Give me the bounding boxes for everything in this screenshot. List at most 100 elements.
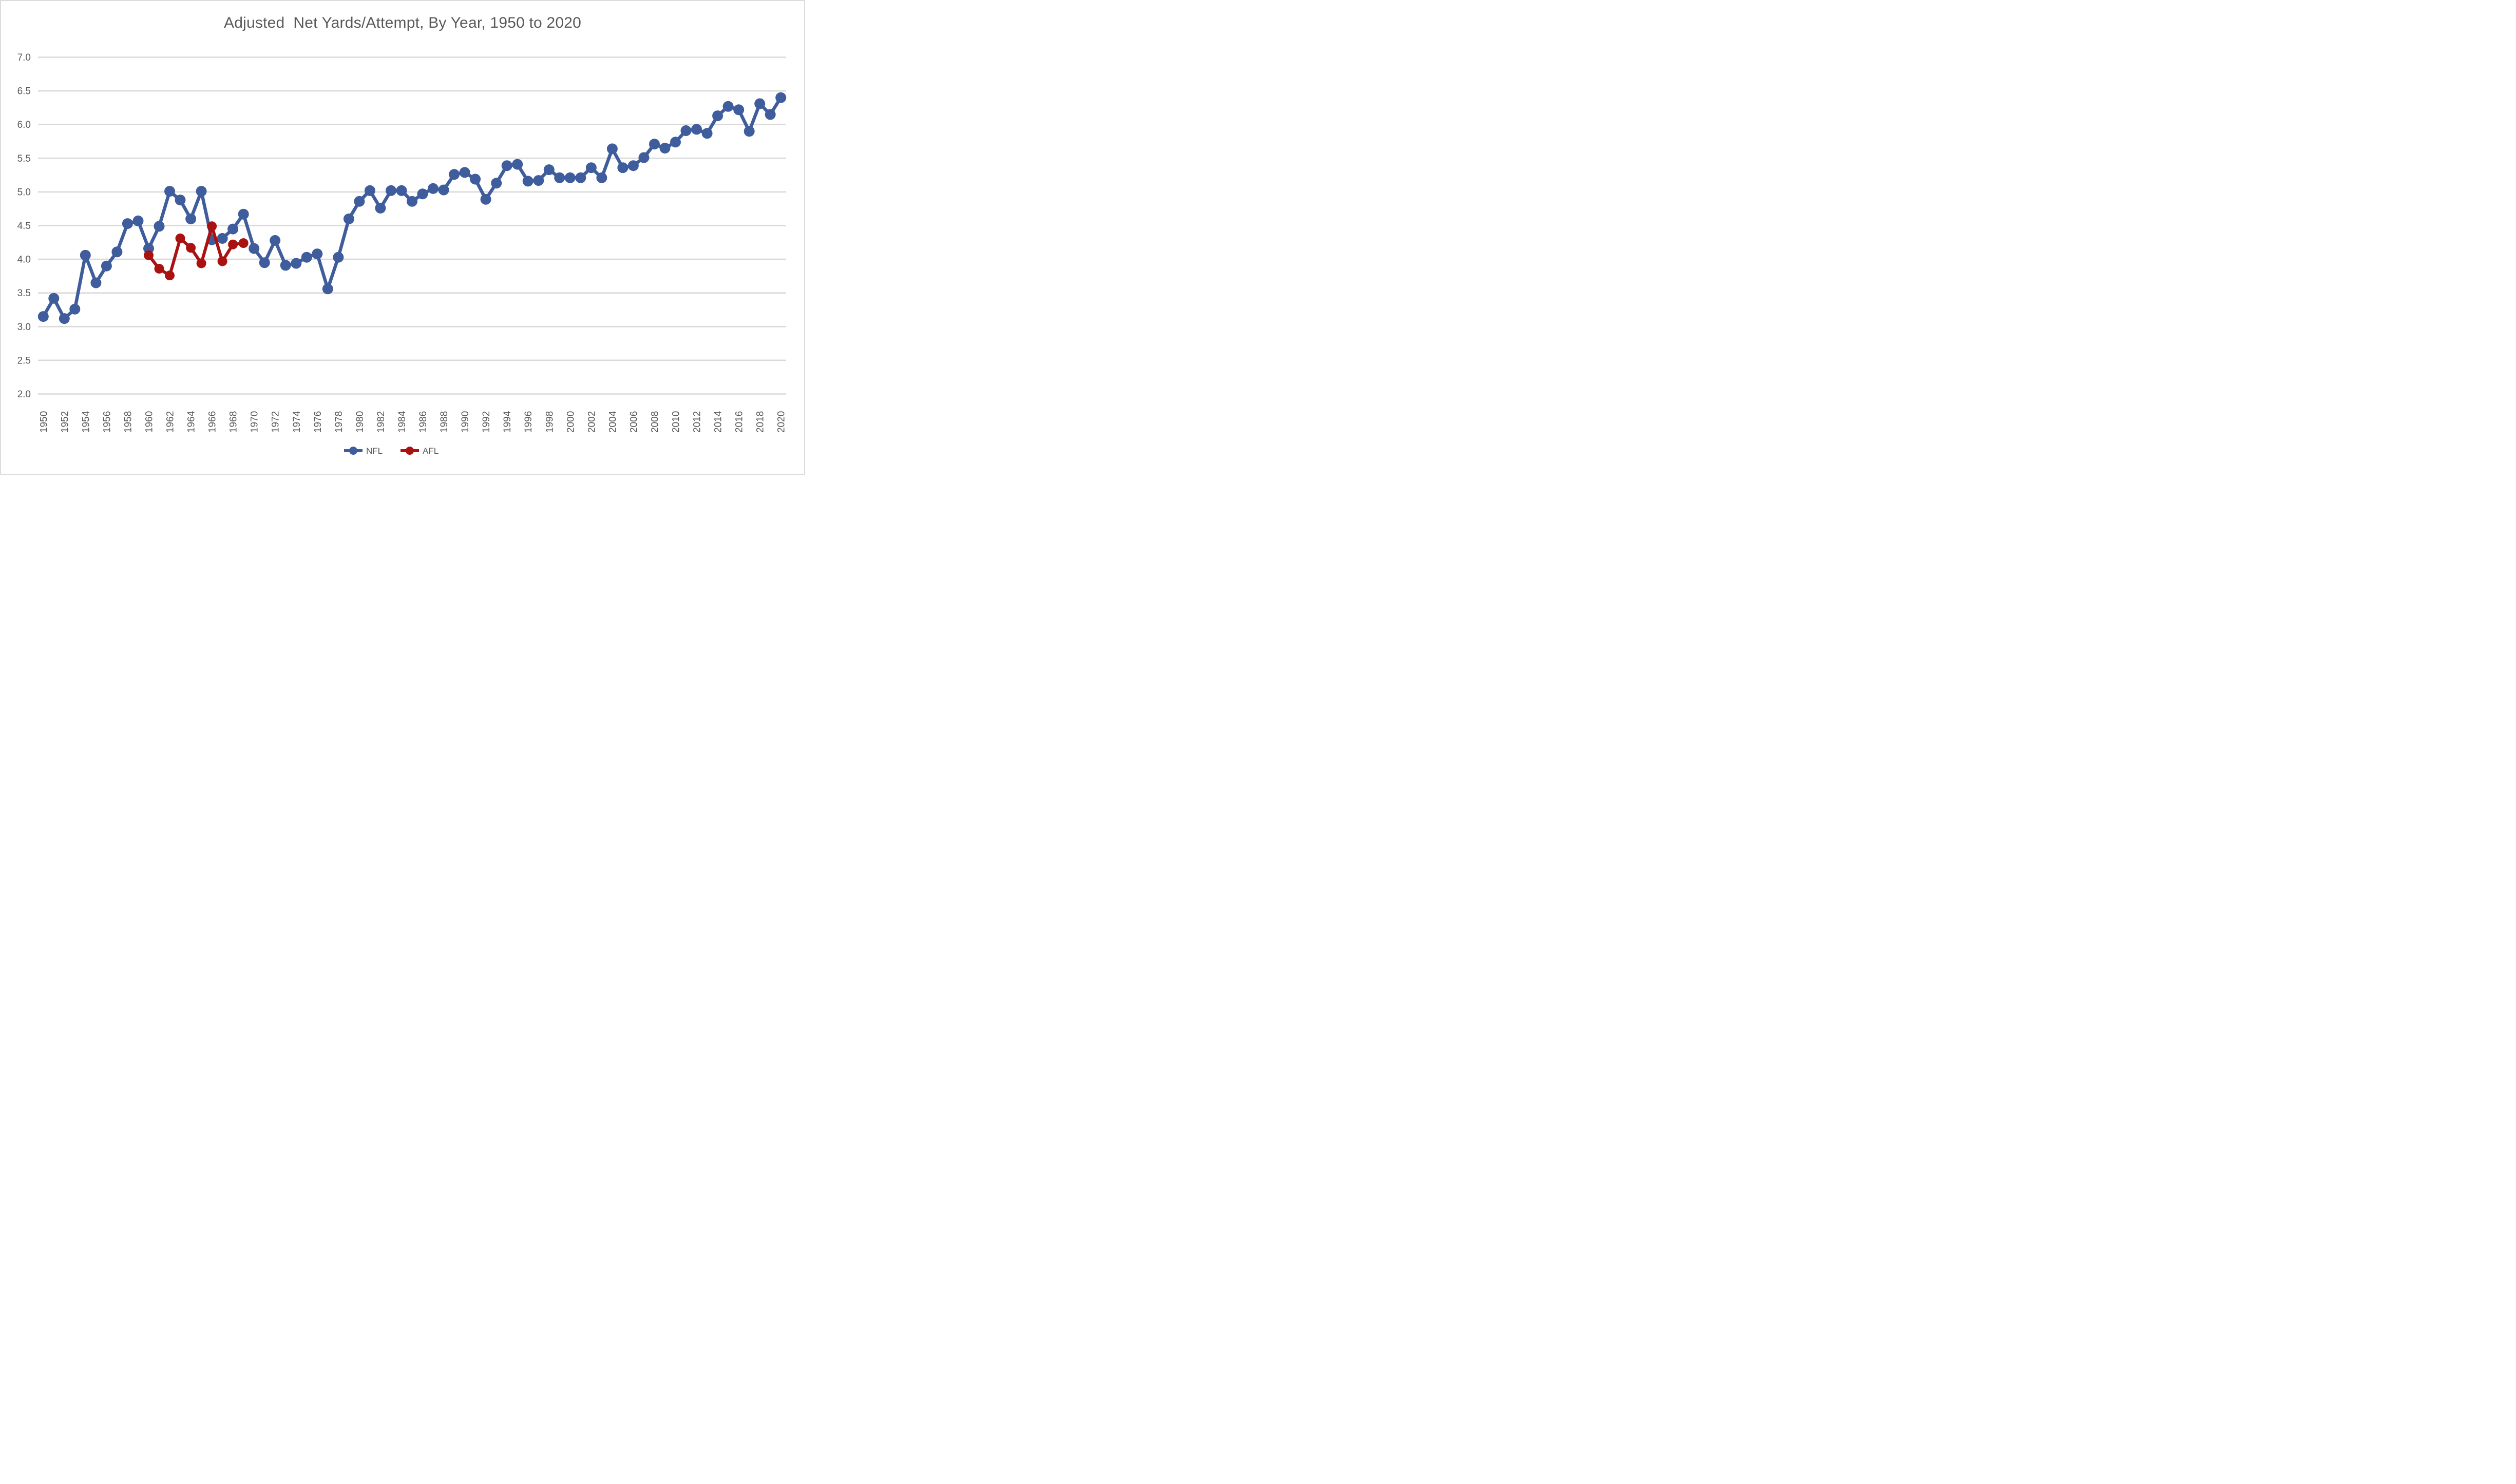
data-point-nfl-1974: [291, 258, 302, 269]
x-tick-label-1952: 1952: [60, 411, 70, 433]
data-point-nfl-1980: [354, 196, 365, 207]
data-point-afl-1969: [238, 238, 249, 248]
data-point-nfl-1983: [386, 185, 396, 196]
data-point-nfl-1981: [364, 185, 375, 196]
data-point-nfl-1999: [554, 172, 565, 183]
legend-marker-nfl: [349, 447, 357, 455]
x-tick-label-1986: 1986: [418, 411, 429, 433]
data-point-nfl-2013: [701, 128, 713, 139]
x-tick-label-1970: 1970: [250, 411, 260, 433]
data-point-nfl-1996: [522, 176, 533, 187]
x-tick-label-1968: 1968: [228, 411, 239, 433]
x-tick-label-2000: 2000: [565, 411, 576, 433]
x-tick-label-2018: 2018: [755, 411, 766, 433]
data-point-nfl-1953: [69, 303, 81, 315]
data-point-afl-1962: [165, 271, 175, 281]
data-point-nfl-2004: [606, 143, 618, 155]
data-point-nfl-1970: [249, 243, 260, 254]
series-afl: [144, 221, 249, 281]
data-point-nfl-1964: [185, 213, 197, 224]
series-line-nfl: [42, 95, 783, 320]
data-point-nfl-1956: [101, 260, 112, 272]
data-point-nfl-1985: [407, 196, 417, 207]
data-point-nfl-1955: [90, 277, 102, 288]
data-point-afl-1960: [144, 250, 154, 260]
data-point-nfl-2003: [596, 172, 607, 183]
data-point-nfl-1950: [37, 311, 49, 322]
data-point-nfl-2007: [638, 152, 650, 163]
x-tick-label-1980: 1980: [355, 411, 366, 433]
data-point-nfl-1965: [196, 186, 207, 197]
data-point-nfl-1977: [322, 283, 333, 295]
data-point-nfl-2018: [754, 98, 766, 109]
x-tick-label-1956: 1956: [102, 411, 112, 433]
data-point-nfl-1969: [238, 208, 249, 220]
data-point-nfl-1994: [501, 160, 512, 171]
data-point-nfl-2017: [744, 126, 755, 137]
data-point-nfl-2009: [659, 143, 671, 154]
data-point-nfl-2011: [680, 125, 692, 136]
y-tick-label-2.5: 2.5: [17, 355, 31, 366]
x-tick-label-1982: 1982: [376, 411, 387, 433]
x-tick-label-1994: 1994: [502, 411, 513, 433]
data-point-afl-1967: [217, 256, 227, 266]
chart-frame: Adjusted Net Yards/Attempt, By Year, 195…: [0, 0, 805, 475]
data-point-nfl-2008: [649, 139, 660, 150]
data-point-nfl-1990: [459, 167, 470, 178]
data-point-nfl-1952: [59, 313, 70, 324]
data-point-nfl-1982: [375, 202, 386, 214]
data-point-afl-1966: [207, 221, 217, 232]
x-tick-label-1950: 1950: [39, 411, 49, 433]
y-tick-label-6.0: 6.0: [17, 120, 31, 130]
data-point-nfl-1962: [164, 186, 175, 197]
data-point-nfl-2001: [575, 172, 586, 183]
data-point-nfl-2002: [585, 162, 597, 174]
data-point-nfl-1993: [491, 178, 502, 189]
data-point-nfl-2019: [765, 109, 776, 120]
y-tick-label-5.0: 5.0: [17, 187, 31, 198]
data-point-afl-1963: [175, 233, 185, 243]
x-tick-label-2016: 2016: [734, 411, 745, 433]
data-point-nfl-1984: [396, 185, 407, 196]
series-line-afl: [147, 224, 245, 277]
gridlines: [38, 56, 786, 395]
data-point-nfl-1972: [270, 235, 281, 246]
x-tick-label-1976: 1976: [313, 411, 323, 433]
x-tick-label-2008: 2008: [650, 411, 660, 433]
x-tick-label-1996: 1996: [523, 411, 534, 433]
chart-title: Adjusted Net Yards/Attempt, By Year, 195…: [223, 14, 581, 31]
data-point-nfl-1992: [480, 194, 491, 205]
data-point-nfl-1989: [449, 169, 460, 180]
y-tick-label-5.5: 5.5: [17, 153, 31, 164]
x-tick-label-1960: 1960: [144, 411, 155, 433]
data-point-afl-1968: [228, 239, 238, 249]
x-tick-label-1964: 1964: [186, 411, 197, 433]
data-point-nfl-1951: [48, 293, 60, 304]
y-tick-label-3.5: 3.5: [17, 288, 31, 299]
data-point-nfl-1975: [301, 252, 312, 263]
data-point-nfl-1957: [111, 246, 123, 258]
y-tick-label-7.0: 7.0: [17, 52, 31, 63]
y-tick-label-3.0: 3.0: [17, 322, 31, 333]
data-point-nfl-2006: [627, 160, 639, 171]
data-point-nfl-1958: [122, 218, 133, 229]
y-tick-label-4.0: 4.0: [17, 255, 31, 265]
data-point-nfl-2012: [691, 124, 702, 135]
x-axis-tick-labels: 1950 1952 1954 1956 1958 1960 1962 1964 1966 1968…: [39, 411, 787, 433]
data-point-nfl-1987: [428, 183, 439, 194]
y-tick-label-6.5: 6.5: [17, 86, 31, 97]
data-point-nfl-1976: [312, 248, 323, 260]
x-tick-label-2004: 2004: [607, 411, 618, 433]
legend-marker-afl: [406, 447, 414, 455]
data-point-nfl-2000: [564, 172, 576, 183]
x-tick-label-1966: 1966: [207, 411, 218, 433]
x-tick-label-1958: 1958: [123, 411, 134, 433]
x-tick-label-1984: 1984: [397, 411, 408, 433]
data-point-nfl-1959: [132, 215, 144, 226]
legend-label-nfl: NFL: [366, 446, 383, 456]
data-point-nfl-2010: [670, 137, 681, 148]
data-point-afl-1961: [154, 264, 164, 274]
x-tick-label-2012: 2012: [692, 411, 703, 433]
data-point-nfl-1979: [343, 213, 354, 224]
